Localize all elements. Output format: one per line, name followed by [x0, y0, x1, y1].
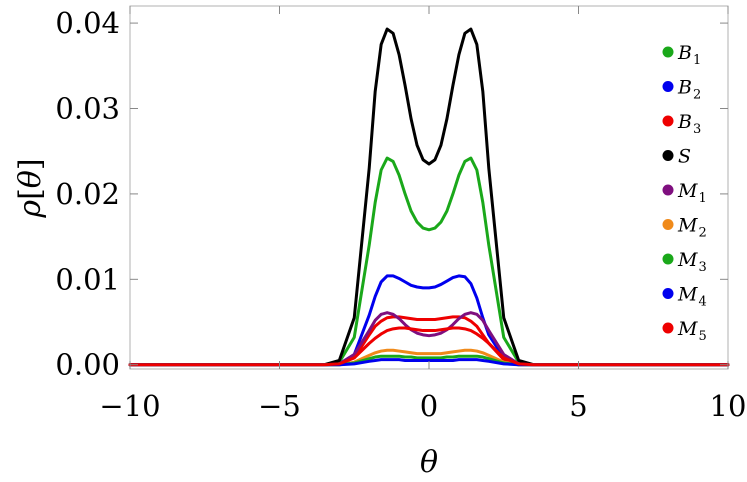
legend-label: M2: [677, 215, 707, 241]
legend-label: B2: [677, 77, 701, 103]
legend-swatch: [662, 46, 674, 58]
plot-frame: [129, 5, 729, 370]
svg-text:ρ[θ]: ρ[θ]: [13, 158, 48, 218]
series-line-8: [128, 358, 730, 367]
y-tick-label: 0.02: [55, 177, 120, 211]
legend-label: M3: [677, 249, 707, 275]
y-axis-label: ρ[θ]: [13, 158, 48, 218]
legend-item: M1: [662, 180, 707, 206]
series-line-9: [128, 326, 730, 367]
series-line-1: [128, 156, 730, 367]
legend-item: M5: [662, 318, 707, 344]
legend-label: M4: [677, 284, 707, 310]
legend-swatch: [662, 219, 674, 230]
series-line-4: [128, 27, 730, 367]
x-tick-label: 0: [420, 389, 438, 423]
y-axis-label-close: ]: [13, 158, 48, 170]
legend-item: M3: [662, 249, 707, 275]
series-line-7: [128, 354, 730, 367]
series-line-3: [128, 315, 730, 367]
legend: B1 B2 B3 S M1 M2 M3 M4 M5: [662, 42, 707, 344]
legend-label: S: [678, 146, 691, 168]
legend-item: S: [662, 146, 691, 168]
legend-label: B3: [677, 111, 701, 137]
x-tick-label: 10: [710, 389, 747, 423]
ticks-layer: −10 −5 0 5 10 0.00 0.01 0.02 0.03 0.04: [55, 6, 746, 423]
legend-item: B1: [662, 42, 701, 68]
legend-item: B2: [662, 77, 701, 103]
series-layer: [128, 27, 730, 367]
legend-item: M4: [662, 284, 707, 310]
x-tick-label: −10: [99, 389, 160, 423]
y-tick-label: 0.00: [55, 348, 120, 382]
legend-swatch: [662, 322, 674, 334]
legend-item: M2: [662, 215, 707, 241]
x-tick-label: −5: [258, 389, 301, 423]
legend-label: M1: [677, 180, 707, 206]
y-axis-label-arg: θ: [13, 170, 48, 188]
x-tick-label: 5: [569, 389, 587, 423]
legend-swatch: [662, 115, 674, 127]
legend-swatch: [662, 150, 674, 161]
legend-item: B3: [662, 111, 701, 137]
legend-swatch: [662, 253, 674, 265]
y-tick-label: 0.04: [55, 6, 120, 40]
legend-swatch: [662, 288, 674, 299]
y-axis-label-var: ρ: [13, 200, 48, 219]
legend-swatch: [662, 184, 674, 196]
y-tick-label: 0.01: [55, 262, 120, 296]
x-axis-label: θ: [420, 445, 438, 480]
legend-label: M5: [677, 318, 707, 344]
series-line-6: [128, 348, 730, 367]
legend-swatch: [662, 81, 674, 92]
series-line-5: [128, 311, 730, 367]
y-tick-label: 0.03: [55, 91, 120, 125]
y-axis-label-open: [: [13, 188, 48, 200]
legend-label: B1: [677, 42, 701, 68]
